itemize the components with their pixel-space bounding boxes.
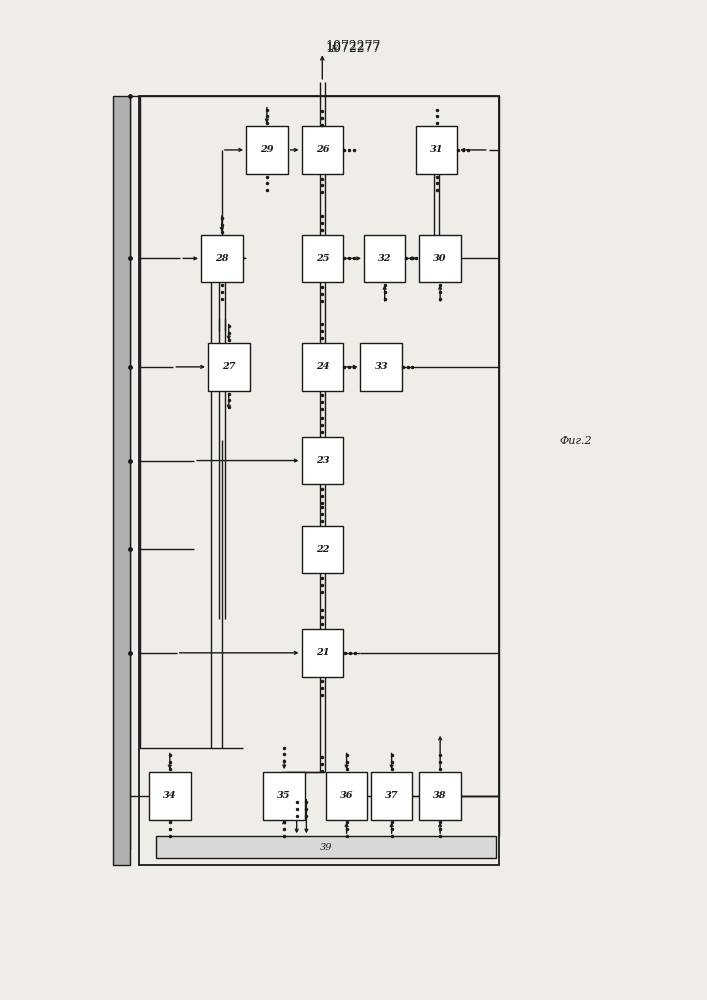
Bar (201, 235, 243, 282)
Text: 21: 21 (315, 648, 329, 657)
Bar (301, 437, 343, 484)
Text: 35: 35 (277, 791, 291, 800)
Bar (301, 526, 343, 573)
Bar (301, 629, 343, 677)
Text: 33: 33 (375, 362, 388, 371)
Text: 32: 32 (378, 254, 392, 263)
Text: 30: 30 (433, 254, 447, 263)
Bar (301, 235, 343, 282)
Text: 27: 27 (222, 362, 235, 371)
Bar (301, 343, 343, 391)
Bar (264, 772, 305, 820)
Text: 1072277: 1072277 (326, 40, 381, 53)
Bar (149, 772, 191, 820)
Text: E: E (331, 45, 338, 54)
Text: 37: 37 (385, 791, 398, 800)
Bar (419, 772, 461, 820)
Text: 29: 29 (260, 145, 274, 154)
Text: 31: 31 (430, 145, 443, 154)
Text: 1072277: 1072277 (326, 42, 381, 55)
Bar (301, 126, 343, 174)
Bar (156, 836, 496, 858)
Bar (208, 343, 250, 391)
Bar (326, 772, 368, 820)
Text: 36: 36 (340, 791, 354, 800)
Bar (139, 96, 499, 865)
Bar (416, 126, 457, 174)
Text: 23: 23 (315, 456, 329, 465)
Text: 26: 26 (315, 145, 329, 154)
Bar (112, 96, 130, 865)
Text: Фиг.2: Фиг.2 (559, 436, 592, 446)
Bar (361, 343, 402, 391)
Text: 28: 28 (215, 254, 228, 263)
Bar (364, 235, 406, 282)
Bar (419, 235, 461, 282)
Text: 34: 34 (163, 791, 177, 800)
Bar (371, 772, 412, 820)
Text: 38: 38 (433, 791, 447, 800)
Text: 22: 22 (315, 545, 329, 554)
Text: 25: 25 (315, 254, 329, 263)
Text: 24: 24 (315, 362, 329, 371)
Bar (246, 126, 288, 174)
Text: 39: 39 (320, 843, 332, 852)
